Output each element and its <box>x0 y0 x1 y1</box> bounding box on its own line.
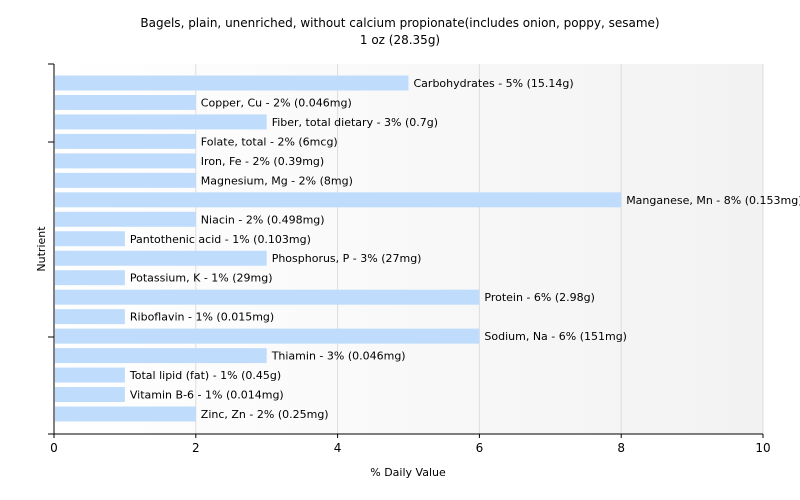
bar <box>55 387 125 403</box>
bar <box>55 289 480 305</box>
bar-value-label: Manganese, Mn - 8% (0.153mg) <box>626 194 800 207</box>
axes: 0 2 4 6 8 10 <box>48 63 771 455</box>
bar <box>55 75 409 91</box>
bar <box>55 250 267 266</box>
bar <box>55 114 267 130</box>
x-axis-title: % Daily Value <box>370 466 446 479</box>
bar-value-label: Niacin - 2% (0.498mg) <box>201 213 325 226</box>
bar-value-label: Fiber, total dietary - 3% (0.7g) <box>272 116 438 129</box>
bar <box>55 153 196 169</box>
bar <box>55 192 622 208</box>
bar-value-label: Zinc, Zn - 2% (0.25mg) <box>201 408 329 421</box>
x-tick-label: 2 <box>192 441 200 455</box>
bar <box>55 406 196 422</box>
bar-value-label: Carbohydrates - 5% (15.14g) <box>414 77 574 90</box>
bar-value-label: Total lipid (fat) - 1% (0.45g) <box>129 369 281 382</box>
x-tick-label: 0 <box>50 441 58 455</box>
bar-value-label: Iron, Fe - 2% (0.39mg) <box>201 155 324 168</box>
bar-value-label: Protein - 6% (2.98g) <box>484 291 595 304</box>
bar <box>55 328 480 344</box>
chart-subtitle: 1 oz (28.35g) <box>360 33 440 47</box>
bar <box>55 309 125 325</box>
x-tick-label: 4 <box>334 441 342 455</box>
bars: Carbohydrates - 5% (15.14g) Copper, Cu - … <box>55 75 800 422</box>
bar-value-label: Pantothenic acid - 1% (0.103mg) <box>130 233 311 246</box>
bar <box>55 172 196 188</box>
x-tick-label: 6 <box>476 441 484 455</box>
bar <box>55 211 196 227</box>
x-tick-label: 10 <box>755 441 770 455</box>
bar <box>55 348 267 364</box>
bar-value-label: Magnesium, Mg - 2% (8mg) <box>201 174 353 187</box>
bar <box>55 231 125 247</box>
bar <box>55 270 125 286</box>
bar <box>55 133 196 149</box>
bar-value-label: Vitamin B-6 - 1% (0.014mg) <box>130 389 284 402</box>
bar-value-label: Riboflavin - 1% (0.015mg) <box>130 311 274 324</box>
bar-value-label: Copper, Cu - 2% (0.046mg) <box>201 96 352 109</box>
y-axis-title: Nutrient <box>35 226 48 272</box>
bar-value-label: Thiamin - 3% (0.046mg) <box>271 350 406 363</box>
x-tick-label: 8 <box>617 441 625 455</box>
bar-value-label: Sodium, Na - 6% (151mg) <box>484 330 627 343</box>
chart-title: Bagels, plain, unenriched, without calci… <box>140 16 659 30</box>
bar <box>55 94 196 110</box>
bar <box>55 367 125 383</box>
bar-value-label: Phosphorus, P - 3% (27mg) <box>272 252 422 265</box>
bar-value-label: Folate, total - 2% (6mcg) <box>201 135 338 148</box>
bar-value-label: Potassium, K - 1% (29mg) <box>130 272 273 285</box>
